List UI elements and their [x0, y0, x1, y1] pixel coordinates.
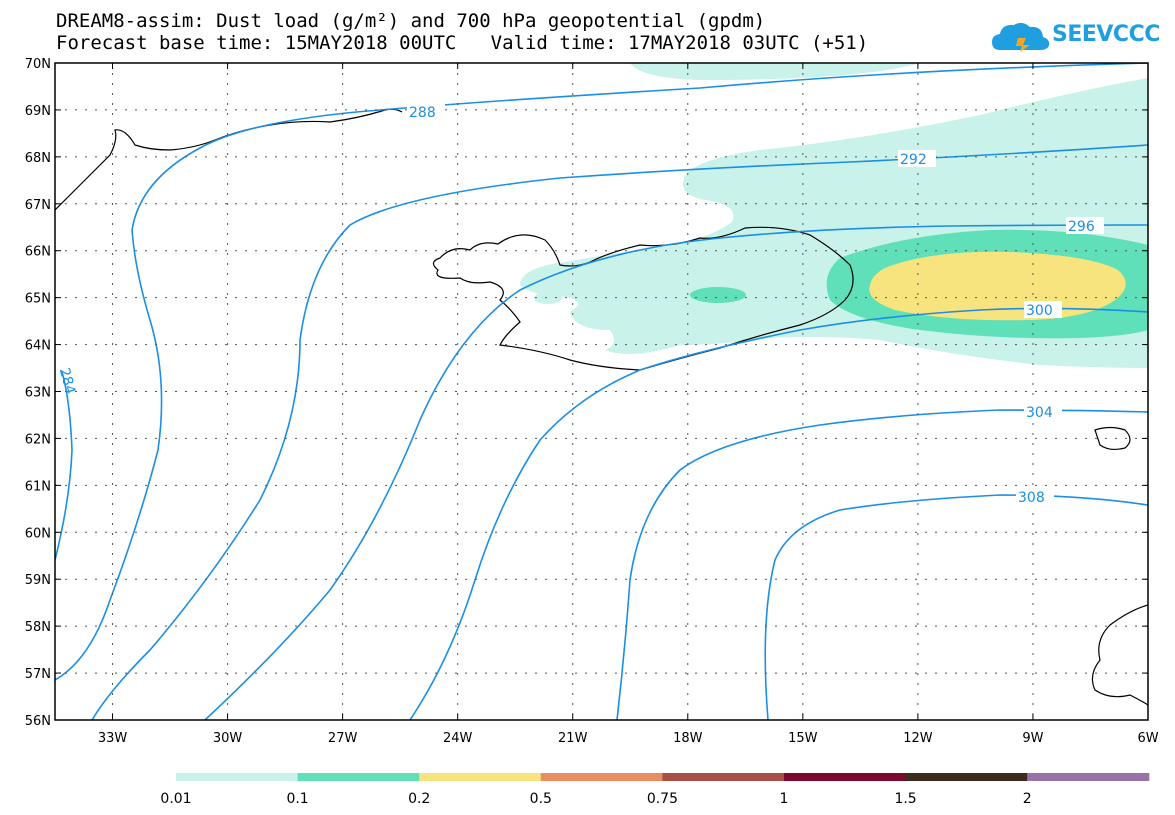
latitude-label: 70N	[25, 57, 51, 72]
colorbar-label: 1	[780, 791, 789, 807]
contour-label-284: 284	[56, 366, 78, 396]
longitude-label: 27W	[328, 731, 358, 746]
colorbar-swatch	[297, 773, 420, 781]
longitude-labels: 33W 30W 27W 24W 21W 18W 15W 12W 9W 6W	[98, 731, 1159, 746]
chart-title-line2: Forecast base time: 15MAY2018 00UTC Vali…	[56, 32, 869, 54]
dust-spot-medium-iceland	[690, 287, 746, 303]
contour-304	[616, 409, 1148, 720]
logo-text: SEEVCCC	[1052, 22, 1160, 47]
contour-308	[764, 494, 1148, 720]
latitude-label: 66N	[25, 245, 51, 260]
tick-marks	[55, 62, 1149, 721]
contour-label-308: 308	[1018, 490, 1045, 506]
colorbar-label: 0.75	[647, 791, 678, 807]
colorbar-label: 0.1	[286, 791, 308, 807]
longitude-label: 6W	[1137, 731, 1158, 746]
latitude-label: 65N	[25, 292, 51, 307]
contour-label-296: 296	[1068, 219, 1095, 235]
latitude-label: 62N	[25, 432, 51, 447]
longitude-label: 15W	[788, 731, 818, 746]
latitude-label: 64N	[25, 339, 51, 354]
coastline-scotland	[1091, 604, 1148, 706]
colorbar-label: 1.5	[894, 791, 916, 807]
colorbar-swatch	[662, 773, 785, 781]
latitude-label: 57N	[25, 667, 51, 682]
colorbar-swatch	[1027, 773, 1150, 781]
longitude-label: 9W	[1022, 731, 1043, 746]
latitude-label: 60N	[25, 526, 51, 541]
latitude-label: 69N	[25, 104, 51, 119]
contour-296	[204, 224, 1148, 720]
latitude-label: 56N	[25, 714, 51, 729]
colorbar-swatch	[176, 773, 299, 781]
latitude-label: 58N	[25, 620, 51, 635]
contour-label-304: 304	[1026, 405, 1053, 421]
longitude-label: 30W	[213, 731, 243, 746]
coastline-faroe	[1094, 426, 1131, 451]
colorbar-label: 0.2	[408, 791, 430, 807]
contour-300	[409, 307, 1148, 720]
longitude-label: 24W	[443, 731, 473, 746]
colorbar-swatch	[784, 773, 907, 781]
colorbar-swatch	[540, 773, 663, 781]
latitude-label: 67N	[25, 198, 51, 213]
contour-label-300: 300	[1026, 303, 1053, 319]
contour-label-288: 288	[409, 105, 436, 121]
latitude-label: 61N	[25, 479, 51, 494]
contour-284	[55, 371, 73, 561]
longitude-label: 33W	[98, 731, 128, 746]
colorbar-swatch	[905, 773, 1028, 781]
colorbar-label: 2	[1023, 791, 1032, 807]
grid-lines	[55, 63, 1148, 720]
colorbar-label: 0.01	[160, 791, 191, 807]
contour-labels: 288 292 296 300 304 308 284	[56, 103, 1104, 506]
contour-label-292: 292	[900, 152, 927, 168]
dust-area-light-north	[630, 63, 920, 80]
colorbar	[176, 773, 1150, 781]
coastline-greenland	[55, 108, 403, 211]
longitude-label: 21W	[558, 731, 588, 746]
longitude-label: 18W	[673, 731, 703, 746]
dust-spot-light-west	[534, 292, 562, 304]
contour-288	[55, 63, 1148, 681]
colorbar-label: 0.5	[530, 791, 552, 807]
cloud-logo-icon	[992, 22, 1050, 52]
geopotential-contours	[55, 63, 1148, 720]
latitude-label: 68N	[25, 151, 51, 166]
contour-292	[91, 144, 1148, 720]
chart-title-line1: DREAM8-assim: Dust load (g/m²) and 700 h…	[56, 10, 766, 32]
latitude-label: 59N	[25, 573, 51, 588]
latitude-label: 63N	[25, 386, 51, 401]
latitude-labels: 70N 69N 68N 67N 66N 65N 64N 63N 62N 61N 60N 59N 58N 5…	[25, 57, 51, 729]
colorbar-labels: 0.01 0.1 0.2 0.5 0.75 1 1.5 2	[160, 791, 1031, 807]
longitude-label: 12W	[903, 731, 933, 746]
colorbar-swatch	[419, 773, 542, 781]
